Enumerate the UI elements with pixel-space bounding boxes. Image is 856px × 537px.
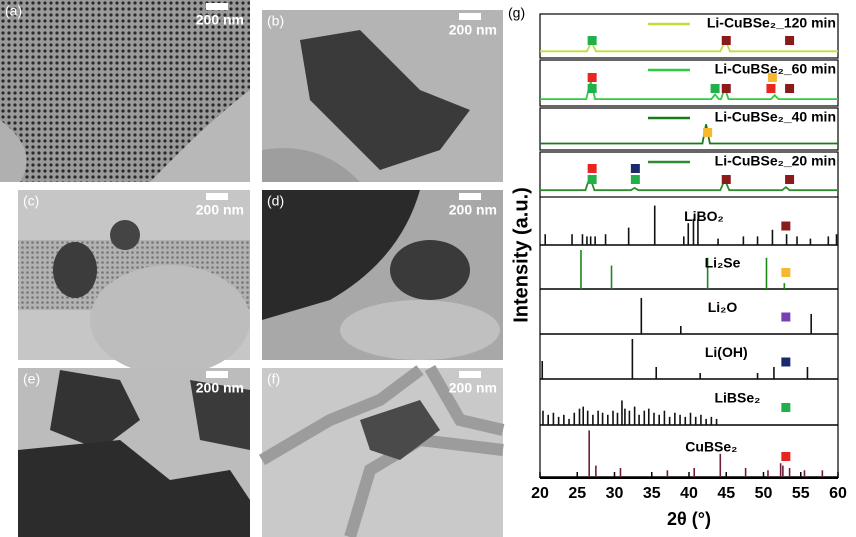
pattern-frame xyxy=(539,107,839,151)
ref-marker xyxy=(781,268,791,277)
phase-marker xyxy=(785,84,795,93)
scale-label: 200 nm xyxy=(196,12,244,28)
phase-marker xyxy=(785,175,795,184)
x-tick-label: 55 xyxy=(792,485,810,502)
ref-label: CuBSe₂ xyxy=(685,439,737,455)
tem-f xyxy=(258,365,505,537)
ref-label: Li₂O xyxy=(708,299,738,315)
scale-bar xyxy=(459,371,481,378)
phase-marker xyxy=(587,84,597,93)
legend-label: Li-CuBSe₂_20 min xyxy=(715,153,836,169)
x-axis-title: 2θ (°) xyxy=(667,509,711,529)
x-tick-label: 45 xyxy=(717,485,735,502)
phase-marker xyxy=(721,36,731,45)
ref-label: Li₂Se xyxy=(705,255,741,271)
scale-label: 200 nm xyxy=(449,202,497,218)
phase-marker xyxy=(710,84,720,93)
x-tick-label: 25 xyxy=(568,485,586,502)
legend-label: Li-CuBSe₂_40 min xyxy=(715,109,836,125)
scale-bar xyxy=(206,193,228,200)
phase-marker xyxy=(630,175,640,184)
phase-marker xyxy=(587,164,597,173)
panel-label: (e) xyxy=(23,371,40,387)
pattern-frame xyxy=(539,151,839,198)
scale-bar xyxy=(206,3,228,10)
pattern-frame xyxy=(539,13,839,59)
scale-bar xyxy=(206,371,228,378)
tem-c xyxy=(18,190,250,375)
x-tick-label: 35 xyxy=(643,485,661,502)
scale-bar xyxy=(459,13,481,20)
tem-d xyxy=(262,190,503,360)
tem-e xyxy=(18,368,250,537)
panel-label: (g) xyxy=(508,5,525,21)
ref-marker xyxy=(781,403,791,412)
x-tick-label: 40 xyxy=(680,485,698,502)
phase-marker xyxy=(721,84,731,93)
panel-label: (a) xyxy=(5,3,22,19)
phase-marker xyxy=(785,36,795,45)
scale-label: 200 nm xyxy=(196,380,244,396)
phase-marker xyxy=(630,164,640,173)
legend-label: Li-CuBSe₂_60 min xyxy=(715,61,836,77)
ref-label: LiBO₂ xyxy=(684,208,724,224)
phase-marker xyxy=(703,128,713,137)
scale-label: 200 nm xyxy=(196,202,244,218)
ref-label: Li(OH) xyxy=(705,344,748,360)
ref-marker xyxy=(781,357,791,367)
x-tick-label: 50 xyxy=(755,485,773,502)
ref-marker xyxy=(781,312,791,322)
x-tick-label: 60 xyxy=(829,485,847,502)
phase-marker xyxy=(767,73,777,82)
tem-b xyxy=(262,10,503,182)
pattern-line xyxy=(540,124,838,145)
y-axis-title: Intensity (a.u.) xyxy=(510,187,532,323)
scale-label: 200 nm xyxy=(449,380,497,396)
panel-label: (d) xyxy=(267,193,284,209)
tem-a xyxy=(0,0,250,182)
panel-label: (c) xyxy=(23,193,39,209)
ref-label: LiBSe₂ xyxy=(714,390,760,406)
ref-marker xyxy=(781,452,791,461)
ref-marker xyxy=(781,221,791,231)
x-tick-label: 20 xyxy=(531,485,549,502)
panel-label: (b) xyxy=(267,13,284,29)
phase-marker xyxy=(587,73,597,82)
phase-marker xyxy=(587,36,597,45)
phase-marker xyxy=(587,175,597,184)
scale-label: 200 nm xyxy=(449,22,497,38)
phase-marker xyxy=(766,84,776,93)
panel-label: (f) xyxy=(267,371,280,387)
legend-label: Li-CuBSe₂_120 min xyxy=(707,15,836,31)
scale-bar xyxy=(459,193,481,200)
x-tick-label: 30 xyxy=(606,485,624,502)
pattern-line xyxy=(540,37,838,53)
phase-marker xyxy=(721,175,731,184)
pattern-frame xyxy=(539,59,839,107)
